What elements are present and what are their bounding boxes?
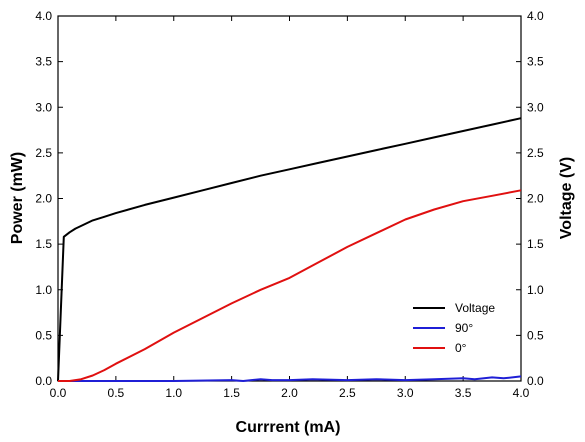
x-axis-title: Currrent (mA) (236, 419, 341, 436)
series-line-0 (58, 189, 522, 382)
y-tick-label-right: 3.0 (527, 100, 544, 114)
y-tick-label-left: 4.0 (35, 9, 52, 23)
plot-frame (57, 15, 522, 382)
x-tick-label: 2.0 (281, 386, 298, 400)
y-tick-label-right: 2.0 (527, 192, 544, 206)
y-tick-label-right: 2.5 (527, 146, 544, 160)
y-axis-title-right: Voltage (V) (558, 157, 575, 239)
y-tick-label-right: 0.5 (527, 328, 544, 342)
legend-label: 0° (455, 341, 467, 355)
y-tick-label-right: 3.5 (527, 55, 544, 69)
x-tick-label: 3.5 (455, 386, 472, 400)
y-tick-label-left: 1.0 (35, 283, 52, 297)
axes-layer: 0.0 0.5 1.0 1.5 2.0 2.5 3.0 3.5 4.00.00.51.01.52… (35, 9, 544, 400)
x-tick-label: 0.5 (108, 386, 125, 400)
x-tick-label: 3.0 (397, 386, 414, 400)
x-tick-label: 1.0 (165, 386, 182, 400)
y-tick-label-left: 0.0 (35, 374, 52, 388)
y-tick-label-left: 3.0 (35, 100, 52, 114)
x-tick-label: 2.5 (339, 386, 356, 400)
x-tick-label: 4.0 (513, 386, 530, 400)
y-tick-label-right: 4.0 (527, 9, 544, 23)
series-line-voltage (57, 117, 522, 382)
y-tick-label-right: 1.0 (527, 283, 544, 297)
y-tick-label-right: 0.0 (527, 374, 544, 388)
y-tick-label-left: 0.5 (35, 328, 52, 342)
y-tick-label-right: 1.5 (527, 237, 544, 251)
series-layer (57, 117, 522, 382)
y-tick-label-left: 1.5 (35, 237, 52, 251)
y-axis-title-left: Power (mW) (9, 152, 26, 244)
legend-label: 90° (455, 321, 473, 335)
y-tick-label-left: 3.5 (35, 55, 52, 69)
series-line-90 (58, 375, 522, 382)
x-tick-label: 1.5 (223, 386, 240, 400)
y-tick-label-left: 2.5 (35, 146, 52, 160)
legend: Voltage 90° 0° (413, 301, 495, 355)
x-tick-label: 0.0 (50, 386, 67, 400)
y-tick-label-left: 2.0 (35, 192, 52, 206)
legend-label: Voltage (455, 301, 495, 315)
